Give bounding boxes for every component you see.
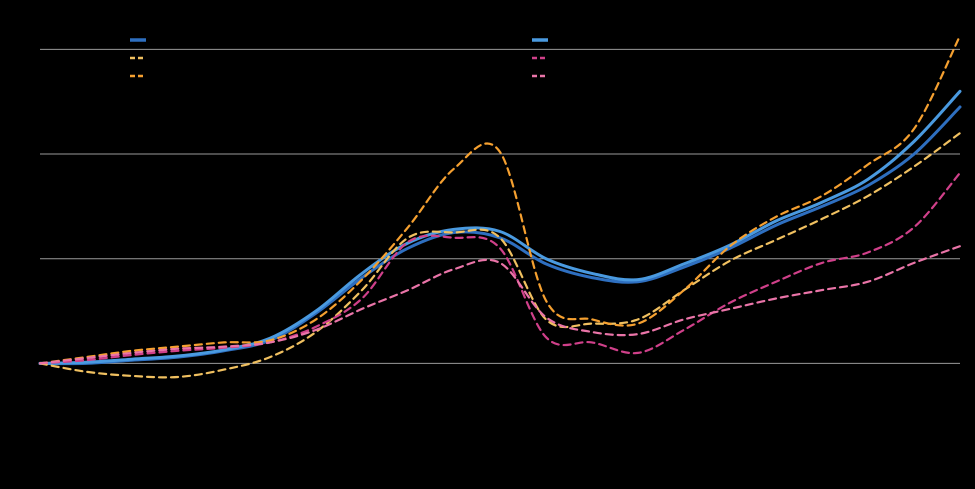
- gridlines: [40, 48, 960, 364]
- series-line-dash_orange_b: [38, 34, 962, 365]
- series-line-dash_orange_a: [38, 132, 962, 379]
- series-line-dash_pink_b: [38, 245, 962, 365]
- legend: [130, 38, 548, 78]
- series-lines: [38, 34, 962, 379]
- series-line-solid_b: [38, 89, 962, 365]
- series-line-dash_red_a: [38, 171, 962, 365]
